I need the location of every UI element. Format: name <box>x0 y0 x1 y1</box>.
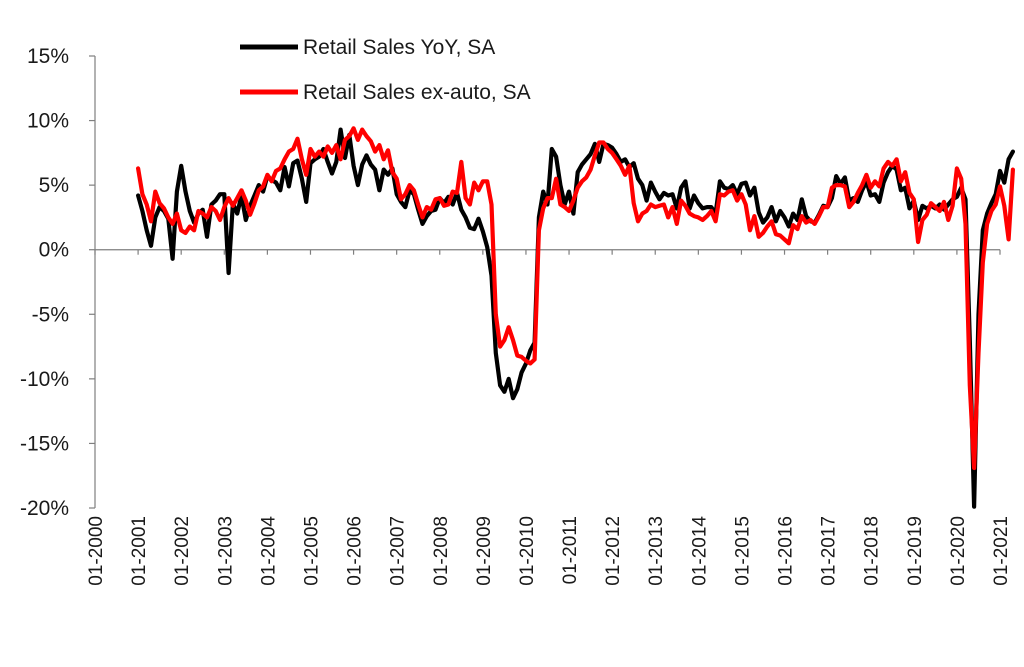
x-tick-label: 01-2008 <box>431 516 452 586</box>
y-tick-label: 0% <box>39 239 69 262</box>
x-tick-label: 01-2003 <box>215 516 236 586</box>
y-tick-label: -15% <box>20 432 69 455</box>
series-line-retail-sales-ex-auto <box>136 126 1015 471</box>
legend-label: Retail Sales YoY, SA <box>303 36 495 59</box>
x-tick-label: 01-2001 <box>129 516 150 586</box>
x-tick-label: 01-2011 <box>560 516 581 584</box>
x-tick-label: 01-2016 <box>776 516 797 586</box>
x-tick-label: 01-2005 <box>301 516 322 586</box>
x-tick-label: 01-2013 <box>646 516 667 586</box>
x-tick-label: 01-2009 <box>474 516 495 586</box>
x-tick-label: 01-2015 <box>732 516 753 586</box>
x-tick-label: 01-2018 <box>862 516 883 586</box>
x-tick-label: 01-2021 <box>991 516 1012 586</box>
x-tick-label: 01-2017 <box>819 516 840 586</box>
x-tick-label: 01-2012 <box>603 516 624 586</box>
x-tick-label: 01-2006 <box>345 516 366 586</box>
y-tick-label: 15% <box>27 45 69 68</box>
legend: Retail Sales YoY, SA Retail Sales ex-auto… <box>240 36 531 104</box>
x-tick-label: 01-2000 <box>86 516 107 586</box>
x-tick-label: 01-2004 <box>258 516 279 586</box>
y-tick-label: -20% <box>20 497 69 520</box>
legend-label: Retail Sales ex-auto, SA <box>303 81 531 104</box>
x-tick-label: 01-2020 <box>948 516 969 586</box>
x-tick-label: 01-2014 <box>689 516 710 586</box>
x-tick-label: 01-2019 <box>905 516 926 586</box>
x-tick-label: 01-2007 <box>388 516 409 586</box>
y-tick-label: 10% <box>27 110 69 133</box>
series-layer <box>136 126 1015 509</box>
y-tick-label: -5% <box>32 303 69 326</box>
axes-layer: 15% 10% 5% 0% -5% -10% -15% -20% 01-2000 01-2001 0… <box>20 45 1012 586</box>
y-tick-label: 5% <box>39 174 69 197</box>
x-tick-label: 01-2002 <box>172 516 193 586</box>
x-tick-label: 01-2010 <box>517 516 538 586</box>
series-line-retail-sales-yoy <box>136 127 1015 509</box>
y-tick-label: -10% <box>20 368 69 391</box>
